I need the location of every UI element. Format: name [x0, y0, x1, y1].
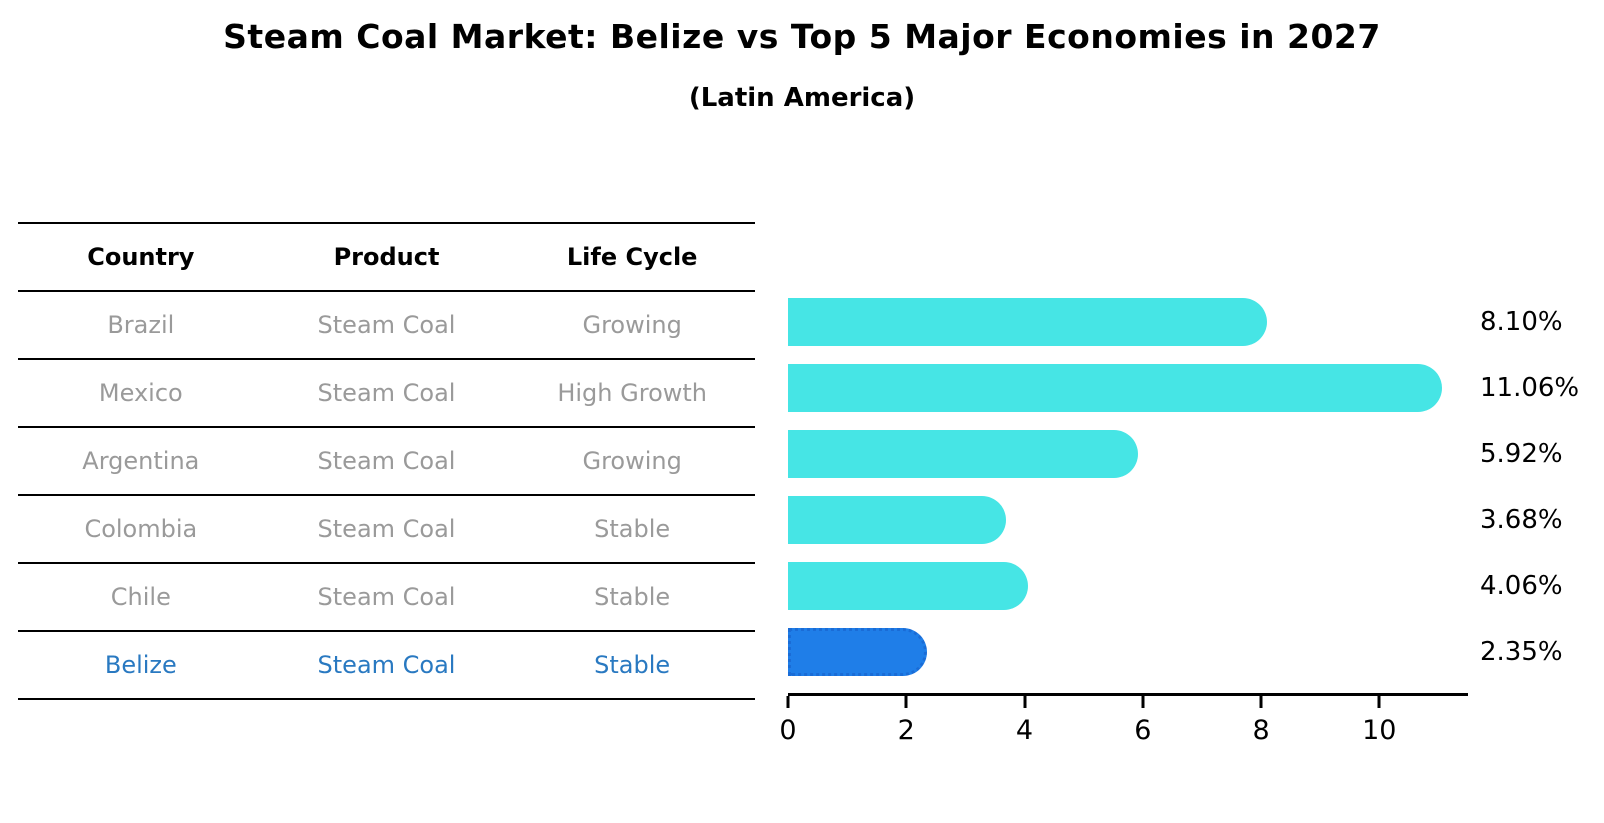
- table-cell-product: Steam Coal: [317, 447, 456, 475]
- table-header-product: Product: [333, 243, 440, 271]
- x-tick-label-0: 0: [779, 715, 797, 746]
- table-row-chile: Chile Steam Coal Stable: [18, 562, 755, 630]
- bar-colombia: [788, 496, 1006, 544]
- value-label-colombia: 3.68%: [1480, 505, 1563, 535]
- table-cell-life-cycle: Stable: [594, 651, 671, 679]
- table-cell-product: Steam Coal: [317, 379, 456, 407]
- table-cell-product: Steam Coal: [317, 515, 456, 543]
- table-cell-country: Belize: [104, 651, 177, 679]
- country-table: Country Product Life Cycle Brazil Steam C…: [18, 222, 755, 700]
- value-label-brazil: 8.10%: [1480, 307, 1563, 337]
- table-row-colombia: Colombia Steam Coal Stable: [18, 494, 755, 562]
- table-cell-country: Chile: [110, 583, 171, 611]
- bar-argentina: [788, 430, 1139, 478]
- table-cell-product: Steam Coal: [317, 311, 456, 339]
- x-tick-4: [1023, 696, 1027, 708]
- x-tick-0: [786, 696, 790, 708]
- x-tick-label-2: 2: [897, 715, 915, 746]
- table-row-argentina: Argentina Steam Coal Growing: [18, 426, 755, 494]
- x-tick-8: [1259, 696, 1263, 708]
- table-cell-country: Colombia: [84, 515, 198, 543]
- table-header-country: Country: [87, 243, 195, 271]
- x-tick-2: [904, 696, 908, 708]
- x-tick-label-6: 6: [1134, 715, 1152, 746]
- table-body: Brazil Steam Coal Growing Mexico Steam Coal H…: [18, 290, 755, 698]
- table-cell-country: Brazil: [107, 311, 175, 339]
- table-header-row: Country Product Life Cycle: [18, 222, 755, 290]
- table-cell-life-cycle: Stable: [594, 515, 671, 543]
- x-tick-6: [1141, 696, 1145, 708]
- table-cell-product: Steam Coal: [317, 583, 456, 611]
- value-label-belize: 2.35%: [1480, 637, 1563, 667]
- chart-subtitle: (Latin America): [688, 83, 916, 113]
- table-row-belize: Belize Steam Coal Stable: [18, 630, 755, 698]
- table-row-brazil: Brazil Steam Coal Growing: [18, 290, 755, 358]
- table-cell-country: Argentina: [82, 447, 200, 475]
- value-label-mexico: 11.06%: [1480, 373, 1580, 403]
- value-label-chile: 4.06%: [1480, 571, 1563, 601]
- value-label-argentina: 5.92%: [1480, 439, 1563, 469]
- table-header-life-cycle: Life Cycle: [566, 243, 698, 271]
- table-cell-life-cycle: Growing: [582, 447, 682, 475]
- x-tick-label-10: 10: [1362, 715, 1397, 746]
- bar-brazil: [788, 298, 1267, 346]
- bar-belize: [788, 628, 927, 676]
- table-row-mexico: Mexico Steam Coal High Growth: [18, 358, 755, 426]
- x-tick-10: [1377, 696, 1381, 708]
- bar-mexico: [788, 364, 1442, 412]
- table-cell-product: Steam Coal: [317, 651, 456, 679]
- table-cell-life-cycle: Stable: [594, 583, 671, 611]
- table-cell-life-cycle: Growing: [582, 311, 682, 339]
- bar-plot: 0 2 4 6 8 10: [779, 289, 1468, 746]
- table-cell-life-cycle: High Growth: [557, 379, 708, 407]
- table-cell-country: Mexico: [98, 379, 183, 407]
- x-tick-label-4: 4: [1015, 715, 1034, 746]
- chart-title: Steam Coal Market: Belize vs Top 5 Major…: [223, 17, 1381, 56]
- x-tick-label-8: 8: [1252, 715, 1270, 746]
- bar-chile: [788, 562, 1029, 610]
- value-labels: 8.10% 11.06% 5.92% 3.68% 4.06% 2.35%: [1480, 289, 1604, 693]
